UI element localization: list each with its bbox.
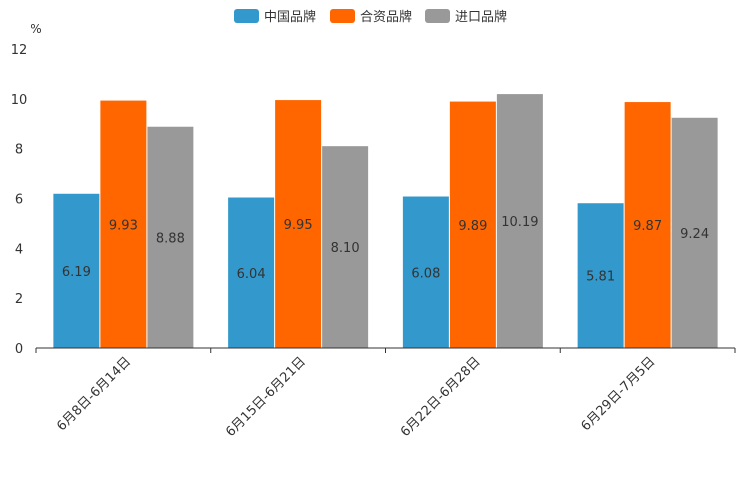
y-tick-label: 10: [11, 93, 28, 108]
bar[interactable]: [577, 203, 624, 348]
x-axis: 6月8日-6月14日 6月15日-6月21日 6月22日-6月28日 6月29日-7月…: [35, 347, 736, 440]
x-category-label: 6月22日-6月28日: [398, 354, 484, 440]
bar-value-label: 6.08: [411, 266, 440, 281]
bar-value-label: 9.93: [109, 218, 138, 233]
x-category-label: 6月15日-6月21日: [223, 354, 309, 440]
legend-label: 进口品牌: [455, 9, 507, 25]
bar-value-label: 9.95: [284, 218, 313, 233]
legend-swatch: [234, 9, 259, 23]
bars: 6.19 9.93 8.88 6.04 9.95 8.10 6.08 9.89 10.19 5.8…: [53, 94, 718, 349]
bar[interactable]: [275, 100, 322, 349]
y-tick-label: 8: [15, 143, 23, 158]
bar-value-label: 8.10: [331, 241, 360, 256]
bar[interactable]: [147, 126, 194, 349]
y-axis: 0 2 4 6 8 10 12: [11, 43, 28, 357]
y-tick-label: 6: [15, 193, 23, 208]
legend-swatch: [425, 9, 450, 23]
bar[interactable]: [228, 197, 275, 348]
bar-value-label: 8.88: [156, 231, 185, 246]
legend-item[interactable]: 中国品牌: [234, 9, 316, 25]
x-category-label: 6月8日-6月14日: [54, 354, 134, 434]
legend-label: 合资品牌: [360, 9, 412, 25]
bar[interactable]: [496, 94, 543, 348]
bar-value-label: 9.24: [680, 227, 709, 242]
bar-value-label: 9.87: [633, 219, 662, 234]
legend-swatch: [330, 9, 355, 23]
bar-value-label: 6.19: [62, 265, 91, 280]
y-axis-unit-label: %: [30, 22, 41, 36]
bar[interactable]: [322, 146, 369, 348]
y-tick-label: 12: [11, 43, 28, 58]
legend-item[interactable]: 进口品牌: [425, 9, 507, 25]
bar[interactable]: [624, 102, 671, 348]
y-tick-label: 2: [15, 292, 23, 307]
bar-value-label: 5.81: [586, 270, 615, 285]
bar-value-label: 6.04: [237, 267, 266, 282]
bar[interactable]: [100, 100, 147, 348]
legend: 中国品牌 合资品牌 进口品牌: [234, 9, 507, 25]
bar[interactable]: [671, 117, 718, 349]
y-tick-label: 0: [15, 342, 23, 357]
bar[interactable]: [449, 101, 496, 349]
bar[interactable]: [402, 196, 449, 348]
bar[interactable]: [53, 193, 100, 348]
legend-item[interactable]: 合资品牌: [330, 9, 412, 25]
legend-label: 中国品牌: [264, 9, 316, 25]
bar-value-label: 10.19: [501, 215, 538, 230]
y-tick-label: 4: [15, 242, 23, 257]
bar-value-label: 9.89: [458, 219, 487, 234]
x-category-label: 6月29日-7月5日: [579, 354, 659, 434]
